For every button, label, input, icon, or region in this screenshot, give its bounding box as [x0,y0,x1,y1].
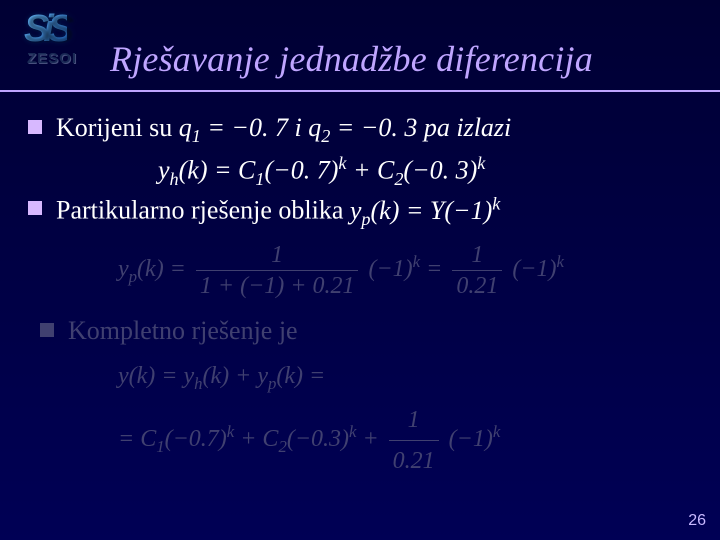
bullet-1: Korijeni su q1 = −0. 7 i q2 = −0. 3 pa i… [28,110,692,149]
bullet-icon [28,120,42,134]
formula1-mid: (−1)k = [368,256,442,282]
formula1-frac2: 1 0.21 [452,242,502,300]
title-underline [0,90,720,92]
bullet-2-text: Partikularno rješenje oblika yp(k) = Y(−… [56,191,500,231]
bullet-3-text: Kompletno rješenje je [68,313,298,348]
page-title: Rješavanje jednadžbe diferencija [110,38,593,80]
logo-letters: SiS [24,8,67,50]
formula1-rhs: (−1)k [512,256,564,282]
bullet-2: Partikularno rješenje oblika yp(k) = Y(−… [28,191,692,231]
content-area: Korijeni su q1 = −0. 7 i q2 = −0. 3 pa i… [28,110,692,479]
formula2-line1: y(k) = yh(k) + yp(k) = [118,358,692,396]
logo-graphic: SiS [24,8,80,52]
formula-complete: y(k) = yh(k) + yp(k) = = C1(−0.7)k + C2(… [118,358,692,479]
bullet-icon [40,323,54,337]
formula1-lhs: yp(k) = [118,256,186,282]
page-number: 26 [688,512,706,530]
logo-label: ZESOI [27,50,77,67]
bullet-icon [28,201,42,215]
formula2-frac: 1 0.21 [389,402,439,479]
formula-particular: yp(k) = 1 1 + (−1) + 0.21 (−1)k = 1 0.21… [118,242,692,300]
logo-region: SiS ZESOI [12,8,92,80]
bullet-1-prefix: Korijeni su [56,113,179,142]
bullet-1-text: Korijeni su q1 = −0. 7 i q2 = −0. 3 pa i… [56,110,511,149]
formula2-line2: = C1(−0.7)k + C2(−0.3)k + 1 0.21 (−1)k [118,402,692,479]
bullet-3: Kompletno rješenje je [40,313,692,348]
formula1-frac1: 1 1 + (−1) + 0.21 [196,242,359,300]
bullet-1-equation: yh(k) = C1(−0. 7)k + C2(−0. 3)k [158,151,692,191]
